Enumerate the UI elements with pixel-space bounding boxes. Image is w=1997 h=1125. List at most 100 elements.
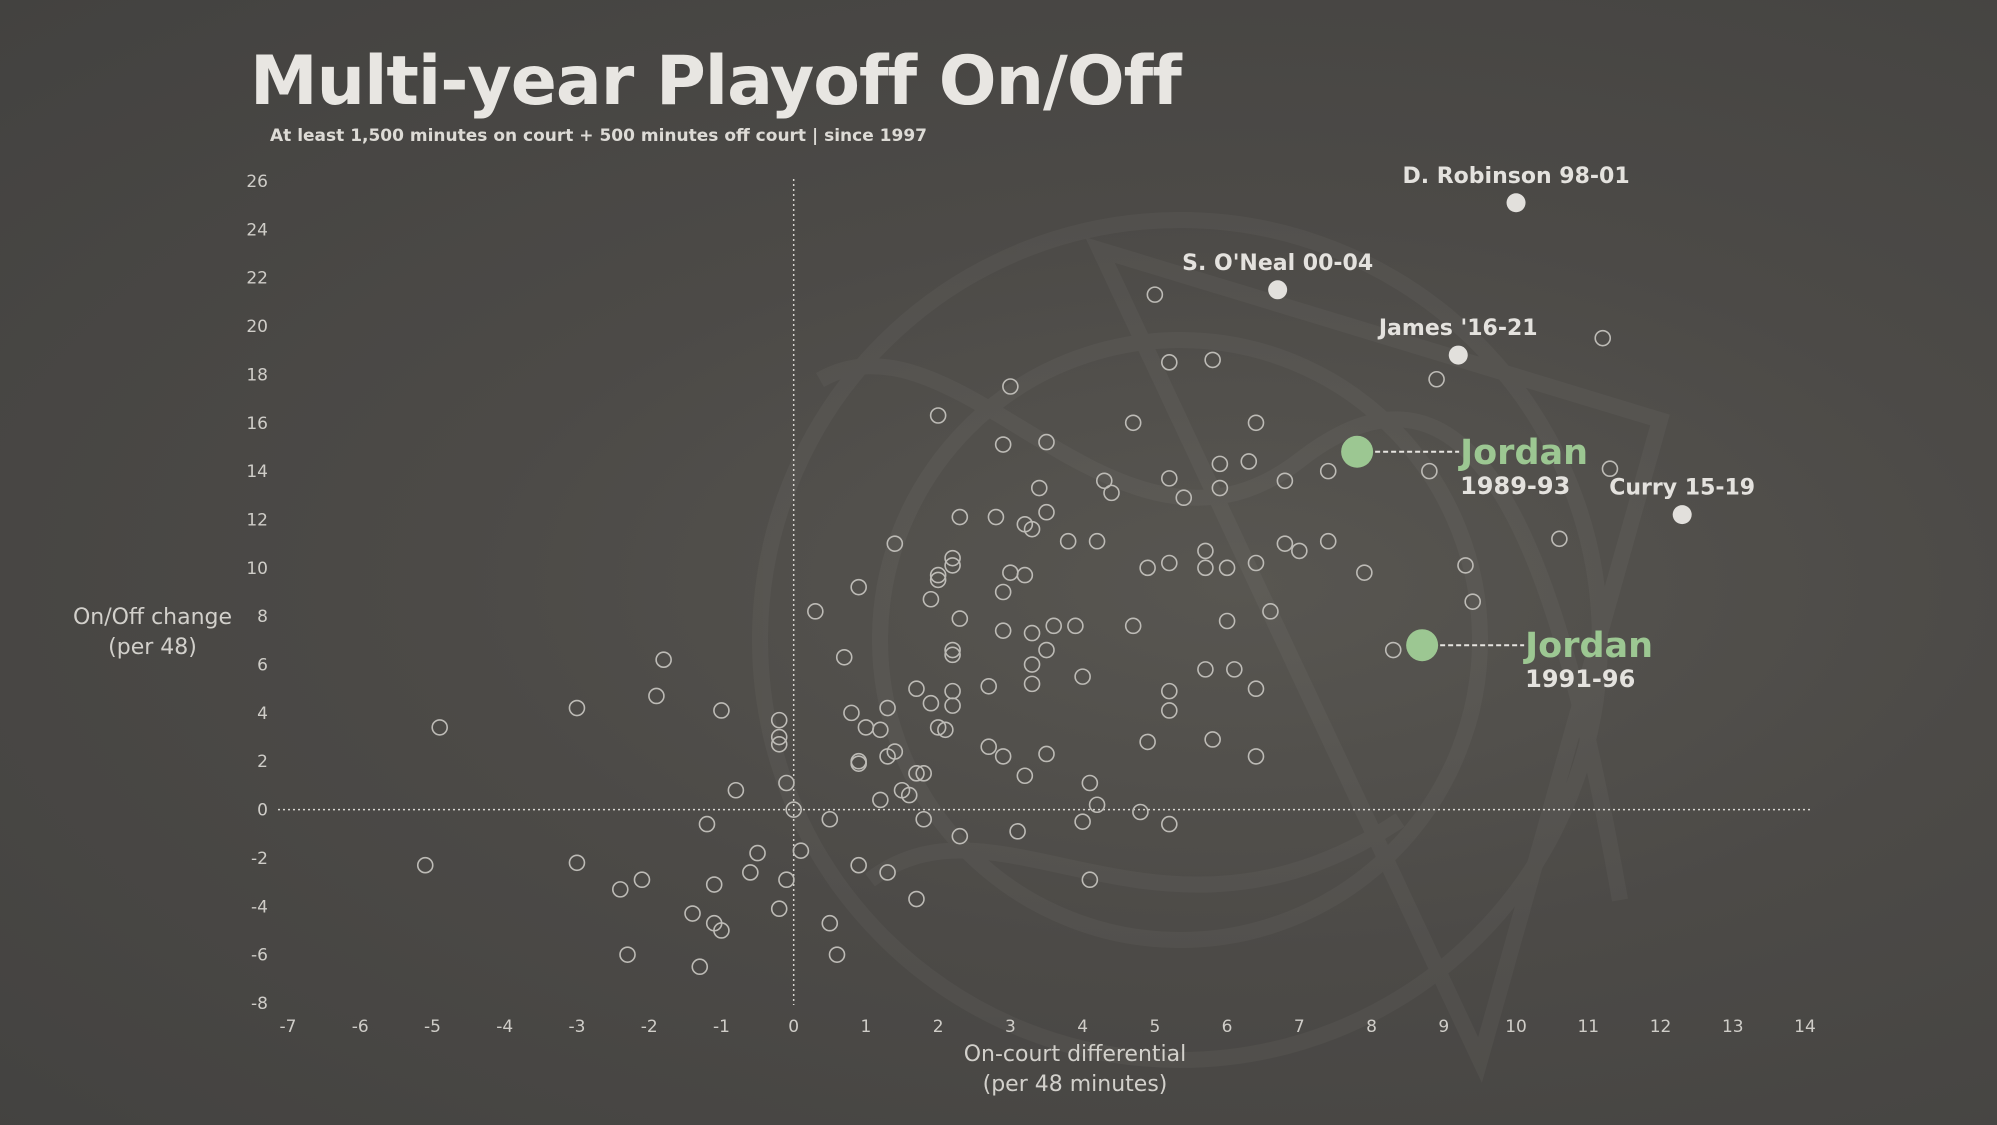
- data-point: [1175, 489, 1193, 507]
- data-point: [872, 721, 889, 739]
- data-point: [900, 786, 918, 804]
- y-tick-label: 12: [246, 510, 268, 530]
- y-tick-label: 16: [246, 414, 268, 434]
- x-tick-label: 13: [1722, 1017, 1744, 1037]
- data-point: [713, 922, 730, 939]
- data-point: [1067, 617, 1084, 635]
- data-point: [1161, 354, 1178, 371]
- data-point: [850, 578, 867, 596]
- data-point: [1262, 603, 1279, 620]
- data-point: [568, 699, 586, 717]
- data-point: [1103, 484, 1120, 502]
- data-point: [944, 682, 961, 700]
- data-point: [1218, 612, 1236, 630]
- data-point: [1421, 462, 1438, 480]
- data-point: [1211, 479, 1229, 497]
- data-point: [770, 900, 788, 918]
- data-point: [1161, 470, 1178, 487]
- data-point: [778, 774, 795, 792]
- data-point: [1016, 566, 1034, 584]
- y-tick-label: 10: [246, 559, 268, 579]
- data-point: [987, 508, 1005, 526]
- data-point: [1601, 460, 1619, 478]
- data-point: [1038, 745, 1055, 763]
- data-point: [1197, 661, 1214, 678]
- data-point: [431, 719, 449, 736]
- data-point: [698, 815, 716, 833]
- data-point: [1226, 661, 1243, 678]
- data-point: [937, 721, 954, 739]
- data-point: [1291, 542, 1308, 560]
- data-point: [908, 765, 925, 782]
- y-tick-label: -6: [251, 946, 268, 966]
- data-point: [1124, 414, 1142, 432]
- data-point: [633, 871, 651, 889]
- data-point: [1161, 815, 1178, 833]
- data-point: [886, 743, 904, 760]
- highlight-label: D. Robinson 98-01: [1402, 164, 1629, 189]
- x-axis-title: On-court differential (per 48 minutes): [875, 1040, 1275, 1100]
- y-tick-label: 0: [257, 801, 268, 821]
- data-point: [770, 728, 788, 746]
- data-point: [929, 407, 947, 424]
- highlighted-players: D. Robinson 98-01 S. O'Neal 00-04 James '1…: [1182, 164, 1755, 525]
- data-point: [1551, 530, 1568, 548]
- highlight-point: [1672, 505, 1692, 525]
- data-point: [416, 856, 434, 874]
- data-point: [705, 876, 723, 893]
- highlight-label: Curry 15-19: [1609, 476, 1755, 501]
- data-point: [1384, 641, 1402, 659]
- data-point: [828, 946, 846, 963]
- data-point: [929, 566, 947, 584]
- data-point: [1457, 557, 1474, 574]
- data-point: [1247, 748, 1265, 765]
- data-point: [1081, 871, 1099, 889]
- data-point: [922, 694, 940, 712]
- data-point: [742, 864, 759, 881]
- data-point: [1124, 617, 1142, 635]
- chart-subtitle: At least 1,500 minutes on court + 500 mi…: [270, 126, 927, 146]
- highlight-point: [1506, 193, 1526, 213]
- x-tick-label: -2: [641, 1017, 658, 1037]
- data-point: [1161, 682, 1178, 700]
- highlight-label: S. O'Neal 00-04: [1182, 251, 1373, 276]
- data-point: [778, 871, 795, 889]
- x-tick-label: -6: [352, 1017, 369, 1037]
- data-point: [835, 648, 853, 666]
- data-point: [1247, 554, 1265, 572]
- data-point: [770, 711, 788, 729]
- x-tick-label: 12: [1650, 1017, 1672, 1037]
- data-point: [821, 914, 839, 932]
- jordan-label: Jordan: [1458, 433, 1588, 473]
- y-axis-title-line-2: (per 48): [108, 635, 197, 660]
- data-point: [944, 549, 961, 567]
- data-point: [879, 699, 896, 717]
- data-point: [1428, 370, 1445, 388]
- data-point: [915, 765, 932, 782]
- data-point: [1132, 803, 1149, 821]
- data-point: [944, 557, 961, 574]
- watermark-logo: [752, 212, 1670, 1083]
- y-tick-label: 14: [246, 462, 268, 482]
- data-point: [929, 719, 947, 736]
- y-tick-label: 4: [257, 704, 268, 724]
- x-tick-label: 6: [1222, 1017, 1233, 1037]
- y-tick-label: 24: [246, 220, 268, 240]
- data-point: [1016, 767, 1034, 785]
- y-tick-label: 18: [246, 365, 268, 385]
- chart-title: Multi-year Playoff On/Off: [250, 42, 1182, 121]
- data-point: [1088, 796, 1106, 814]
- data-point: [908, 890, 925, 908]
- x-tick-label: -5: [424, 1017, 441, 1037]
- data-point: [1356, 564, 1373, 581]
- data-point: [1197, 542, 1214, 560]
- y-tick-label: -2: [251, 849, 268, 869]
- y-tick-label: 22: [246, 269, 268, 289]
- data-point: [713, 702, 730, 719]
- data-point: [1038, 503, 1055, 521]
- y-tick-label: 26: [246, 172, 268, 192]
- data-point: [850, 856, 867, 874]
